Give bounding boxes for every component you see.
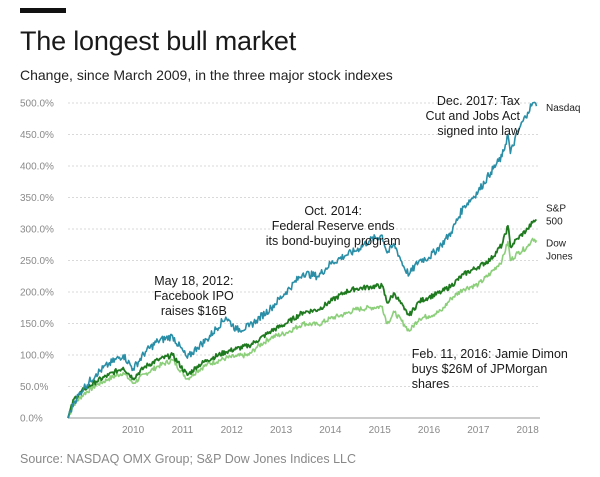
y-axis-ticks: 0.0% 50.0% 100.0% 150.0% 200.0% 250.0% 300.0% 3… bbox=[20, 99, 54, 425]
page-title: The longest bull market bbox=[20, 26, 297, 56]
annotation-fed-ends: Oct. 2014: bbox=[304, 204, 362, 218]
chart-subtitle: Change, since March 2009, in the three m… bbox=[20, 67, 393, 83]
y-tick-label: 0.0% bbox=[20, 414, 43, 425]
dow-label: Dow bbox=[546, 238, 567, 249]
x-tick-label: 2014 bbox=[319, 425, 342, 436]
nasdaq-label: Nasdaq bbox=[546, 103, 580, 114]
y-tick-label: 300.0% bbox=[20, 225, 54, 236]
x-tick-label: 2011 bbox=[172, 425, 194, 436]
annotation-facebook-ipo: May 18, 2012: bbox=[154, 274, 233, 288]
x-tick-label: 2017 bbox=[467, 425, 490, 436]
sp500-label: S&P bbox=[546, 204, 566, 215]
annotation-fed-ends: its bond-buying program bbox=[266, 234, 401, 248]
x-tick-label: 2013 bbox=[270, 425, 293, 436]
y-tick-label: 350.0% bbox=[20, 193, 54, 204]
annotation-fed-ends: Federal Reserve ends bbox=[272, 219, 395, 233]
x-tick-label: 2018 bbox=[517, 425, 540, 436]
y-tick-label: 450.0% bbox=[20, 130, 54, 141]
x-tick-label: 2016 bbox=[418, 425, 441, 436]
nasdaq-line bbox=[67, 101, 538, 419]
y-tick-label: 100.0% bbox=[20, 351, 54, 362]
annotation-facebook-ipo: Facebook IPO bbox=[154, 289, 234, 303]
source-note: Source: NASDAQ OMX Group; S&P Dow Jones … bbox=[20, 452, 357, 466]
dow-label: Jones bbox=[546, 251, 573, 262]
top-rule bbox=[20, 8, 66, 13]
x-tick-label: 2010 bbox=[122, 425, 145, 436]
y-tick-label: 500.0% bbox=[20, 99, 54, 110]
y-tick-label: 400.0% bbox=[20, 162, 54, 173]
y-tick-label: 200.0% bbox=[20, 288, 54, 299]
x-tick-label: 2012 bbox=[221, 425, 244, 436]
series-lines bbox=[67, 101, 538, 419]
annotation-tax-cut: signed into law bbox=[437, 124, 521, 138]
x-tick-label: 2015 bbox=[369, 425, 392, 436]
annotation-tax-cut: Cut and Jobs Act bbox=[426, 109, 521, 123]
sp500-label: 500 bbox=[546, 217, 563, 228]
annotation-jamie-dimon: buys $26M of JPMorgan bbox=[412, 362, 548, 376]
x-axis-ticks: 2010 2011 2012 2013 2014 2015 2016 2017 2018 bbox=[122, 425, 539, 436]
y-tick-label: 150.0% bbox=[20, 319, 54, 330]
annotation-facebook-ipo: raises $16B bbox=[161, 304, 227, 318]
grid-lines bbox=[68, 102, 540, 419]
y-tick-label: 50.0% bbox=[20, 382, 48, 393]
y-tick-label: 250.0% bbox=[20, 256, 54, 267]
annotation-jamie-dimon: shares bbox=[412, 377, 450, 391]
series-labels: Nasdaq S&P 500 Dow Jones bbox=[546, 103, 580, 262]
annotation-jamie-dimon: Feb. 11, 2016: Jamie Dimon bbox=[412, 347, 568, 361]
annotation-tax-cut: Dec. 2017: Tax bbox=[437, 94, 521, 108]
dow-line bbox=[67, 237, 538, 419]
sp500-line bbox=[67, 218, 537, 419]
